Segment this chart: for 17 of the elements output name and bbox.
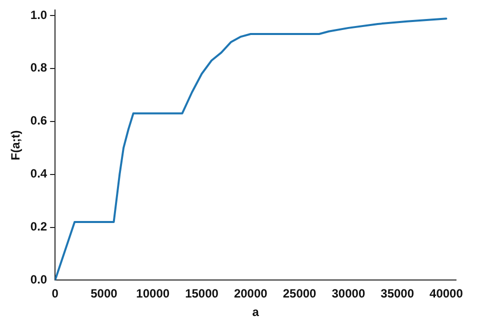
y-tick-label: 0.8 xyxy=(30,60,48,75)
y-tick-label: 1.0 xyxy=(30,8,48,22)
x-tick-label: 5000 xyxy=(90,286,118,301)
x-axis-title: a xyxy=(252,305,260,320)
x-tick-label: 20000 xyxy=(234,286,268,301)
x-tick-label: 30000 xyxy=(332,286,366,301)
x-tick-label: 0 xyxy=(52,286,59,301)
x-tick-label: 15000 xyxy=(185,286,219,301)
x-tick-label: 25000 xyxy=(282,286,317,301)
y-tick-label: 0.4 xyxy=(30,166,48,181)
y-tick-label: 0.0 xyxy=(30,272,48,287)
x-tick-label: 10000 xyxy=(136,286,170,301)
x-tick-label: 40000 xyxy=(430,286,464,301)
x-tick-label: 35000 xyxy=(380,286,414,301)
y-axis-title: F(a;t) xyxy=(8,130,23,160)
y-tick-label: 0.6 xyxy=(30,114,48,128)
y-tick-label: 0.2 xyxy=(30,220,48,234)
